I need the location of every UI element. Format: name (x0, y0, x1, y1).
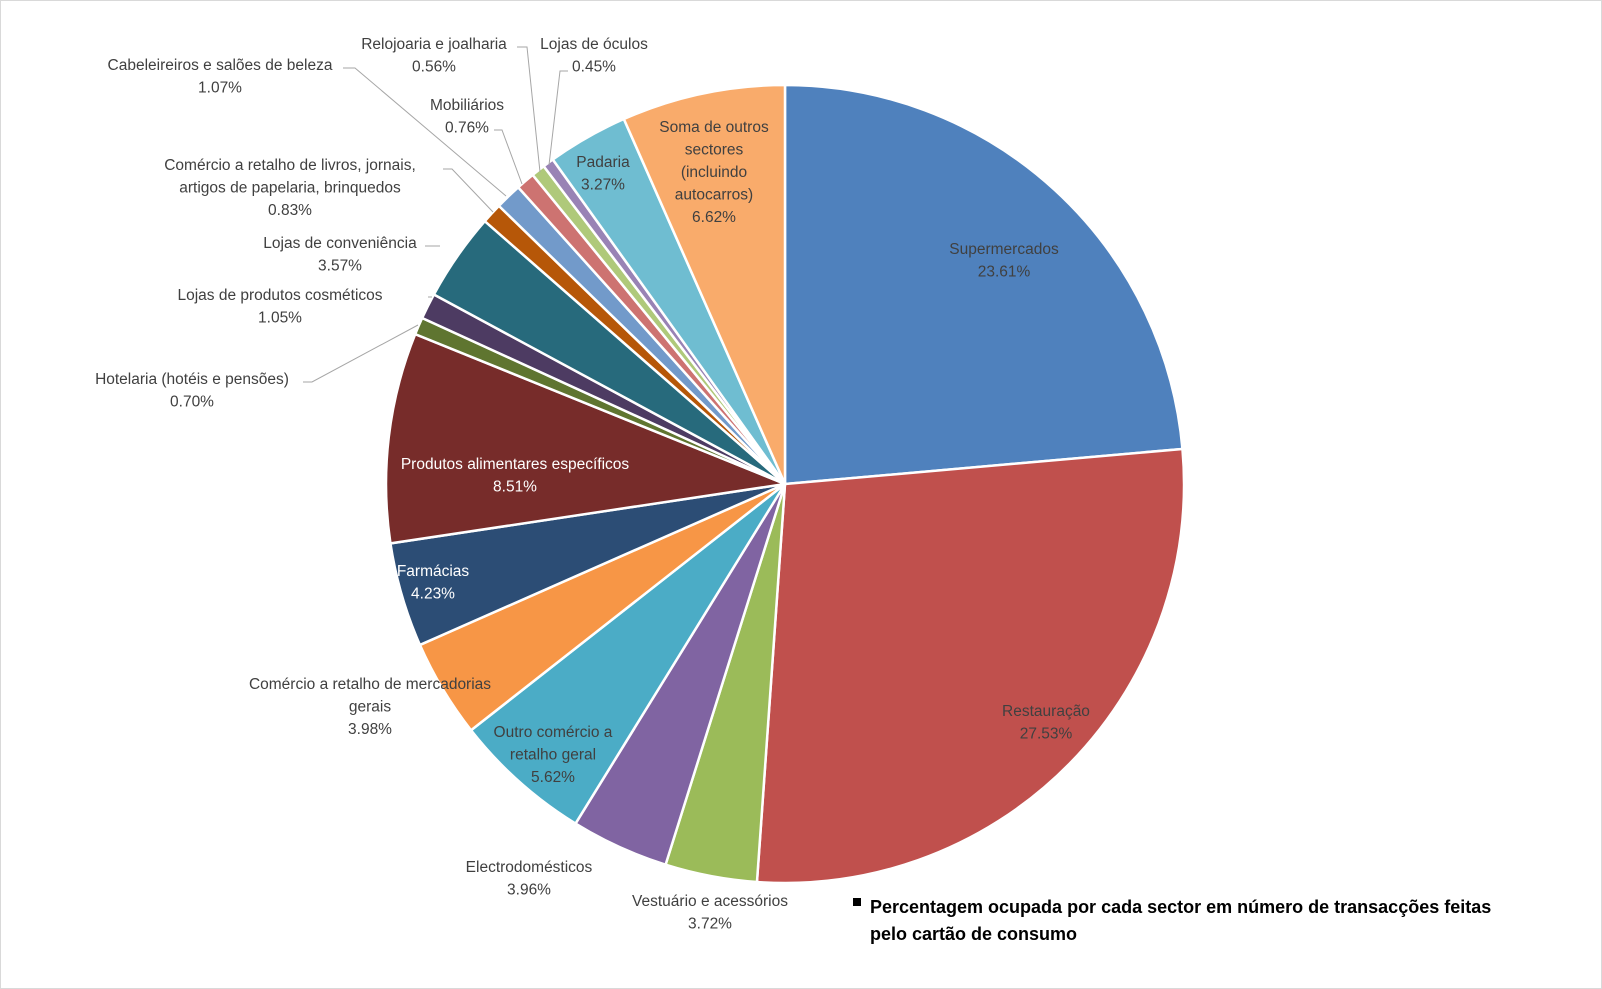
legend-line-1: Percentagem ocupada por cada sector em n… (870, 897, 1491, 917)
slice-value-label: 4.23% (411, 586, 455, 603)
slice-value-label: 0.70% (170, 394, 214, 411)
slice-value-label: 3.57% (318, 258, 362, 275)
leader-line (443, 168, 494, 213)
slice-value-label: 0.45% (572, 59, 616, 76)
slice-category-label: Comércio a retalho de livros, jornais, (164, 157, 416, 174)
slice-category-label: Relojoaria e joalharia (361, 36, 507, 53)
slice-value-label: 1.05% (258, 310, 302, 327)
legend: Percentagem ocupada por cada sector em n… (853, 897, 1491, 944)
leader-line (548, 70, 568, 166)
slice-value-label: 0.56% (412, 59, 456, 76)
slice-category-label: Electrodomésticos (466, 859, 593, 876)
slice-value-label: 0.83% (268, 202, 312, 219)
slice-category-label: Hotelaria (hotéis e pensões) (95, 371, 289, 388)
slice-category-label: retalho geral (510, 747, 596, 764)
slice-value-label: 3.27% (581, 177, 625, 194)
legend-marker (853, 898, 861, 906)
slice-category-label: Produtos alimentares específicos (401, 456, 630, 473)
slice-value-label: 8.51% (493, 479, 537, 496)
slice-value-label: 23.61% (978, 264, 1031, 281)
leader-line (517, 46, 541, 173)
slice-category-label: autocarros) (675, 187, 753, 204)
slice-category-label: Padaria (576, 154, 630, 171)
pie-slice (622, 83, 787, 485)
slice-category-label: Mobiliários (430, 97, 504, 114)
slice-value-label: 27.53% (1020, 726, 1073, 743)
slice-category-label: Soma de outros (659, 119, 769, 136)
slice-category-label: Lojas de óculos (540, 36, 648, 53)
slice-value-label: 3.96% (507, 882, 551, 899)
legend-line-2: pelo cartão de consumo (870, 924, 1077, 944)
slice-category-label: Lojas de conveniência (263, 235, 417, 252)
slice-category-label: Cabeleireiros e salões de beleza (108, 57, 333, 74)
slice-category-label: Vestuário e acessórios (632, 893, 788, 910)
pie-slice (469, 483, 787, 826)
slice-category-label: Lojas de produtos cosméticos (177, 287, 382, 304)
leader-line (343, 67, 507, 197)
slice-value-label: 0.76% (445, 120, 489, 137)
leader-line (494, 129, 523, 185)
slice-category-label: (incluindo (681, 164, 747, 181)
slice-category-label: sectores (685, 142, 744, 159)
slice-category-label: Farmácias (397, 563, 470, 580)
slice-value-label: 5.62% (531, 769, 575, 786)
slice-value-label: 1.07% (198, 80, 242, 97)
slice-category-label: Comércio a retalho de mercadorias (249, 676, 491, 693)
pie-slice (755, 447, 1186, 885)
slice-category-label: Outro comércio a (494, 724, 613, 741)
slice-value-label: 6.62% (692, 209, 736, 226)
slice-category-label: gerais (349, 699, 391, 716)
slice-value-label: 3.98% (348, 721, 392, 738)
slice-category-label: artigos de papelaria, brinquedos (179, 180, 401, 197)
slice-category-label: Restauração (1002, 703, 1090, 720)
slice-value-label: 3.72% (688, 916, 732, 933)
pie-slice (783, 83, 1184, 486)
leader-line (303, 324, 419, 383)
pie-slice (384, 332, 790, 545)
slice-category-label: Supermercados (949, 241, 1059, 258)
